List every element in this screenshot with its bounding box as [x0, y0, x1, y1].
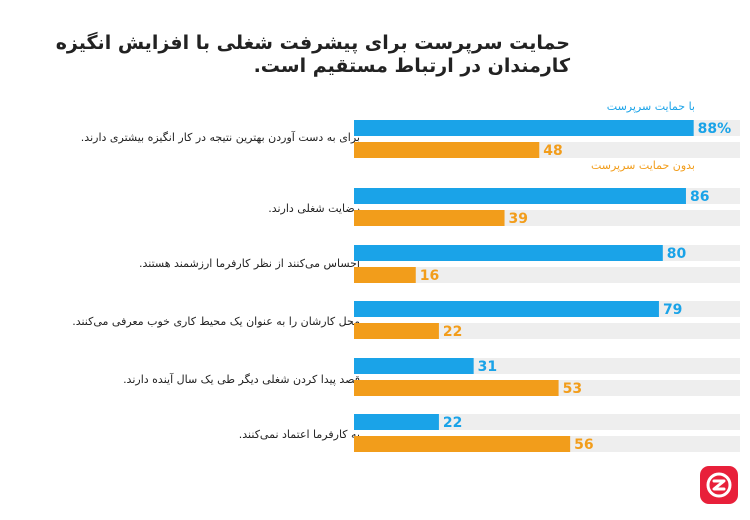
- data-label: 53: [563, 381, 582, 397]
- bar-with-support: [354, 120, 694, 136]
- category-label: برای به دست آوردن بهترین نتیجه در کار ان…: [80, 131, 360, 144]
- data-label: 16: [420, 268, 439, 284]
- bar-without-support: [354, 380, 559, 396]
- bar-without-support: [354, 210, 505, 226]
- category-label: رضایت شغلی دارند.: [268, 202, 360, 215]
- category-label: قصد پیدا کردن شغلی دیگر طی یک سال آینده …: [123, 373, 360, 386]
- bar-without-support: [354, 267, 416, 283]
- data-label: 31: [478, 359, 497, 375]
- category-label: محل کارشان را به عنوان یک محیط کاری خوب …: [72, 315, 360, 328]
- legend-with-supervisor-support: با حمایت سرپرست: [606, 100, 695, 113]
- category-label: به کارفرما اعتماد نمی‌کنند.: [238, 428, 360, 441]
- bar-track: [354, 267, 740, 283]
- bar-without-support: [354, 436, 571, 452]
- data-label: 79: [663, 302, 682, 318]
- bar-with-support: [354, 245, 663, 261]
- bar-with-support: [354, 358, 474, 374]
- data-label: 22: [443, 324, 462, 340]
- data-label: 80: [667, 246, 687, 262]
- bar-with-support: [354, 301, 659, 317]
- bar-with-support: [354, 188, 686, 204]
- data-label: 48: [543, 143, 562, 159]
- bar-track: [354, 323, 740, 339]
- data-label: 56: [574, 437, 593, 453]
- bar-without-support: [354, 323, 439, 339]
- data-label: 88%: [698, 121, 732, 137]
- bar-without-support: [354, 142, 540, 158]
- category-label: احساس می‌کنند از نظر کارفرما ارزشمند هست…: [138, 257, 360, 270]
- bar-with-support: [354, 414, 439, 430]
- chart-title: حمایت سرپرست برای پیشرفت شغلی با افزایش …: [55, 32, 570, 77]
- data-label: 22: [443, 415, 462, 431]
- bar-track: [354, 414, 740, 430]
- brand-logo-icon: [700, 466, 738, 504]
- data-label: 39: [509, 211, 528, 227]
- data-label: 86: [690, 189, 709, 205]
- legend-without-supervisor-support: بدون حمایت سرپرست: [590, 159, 695, 172]
